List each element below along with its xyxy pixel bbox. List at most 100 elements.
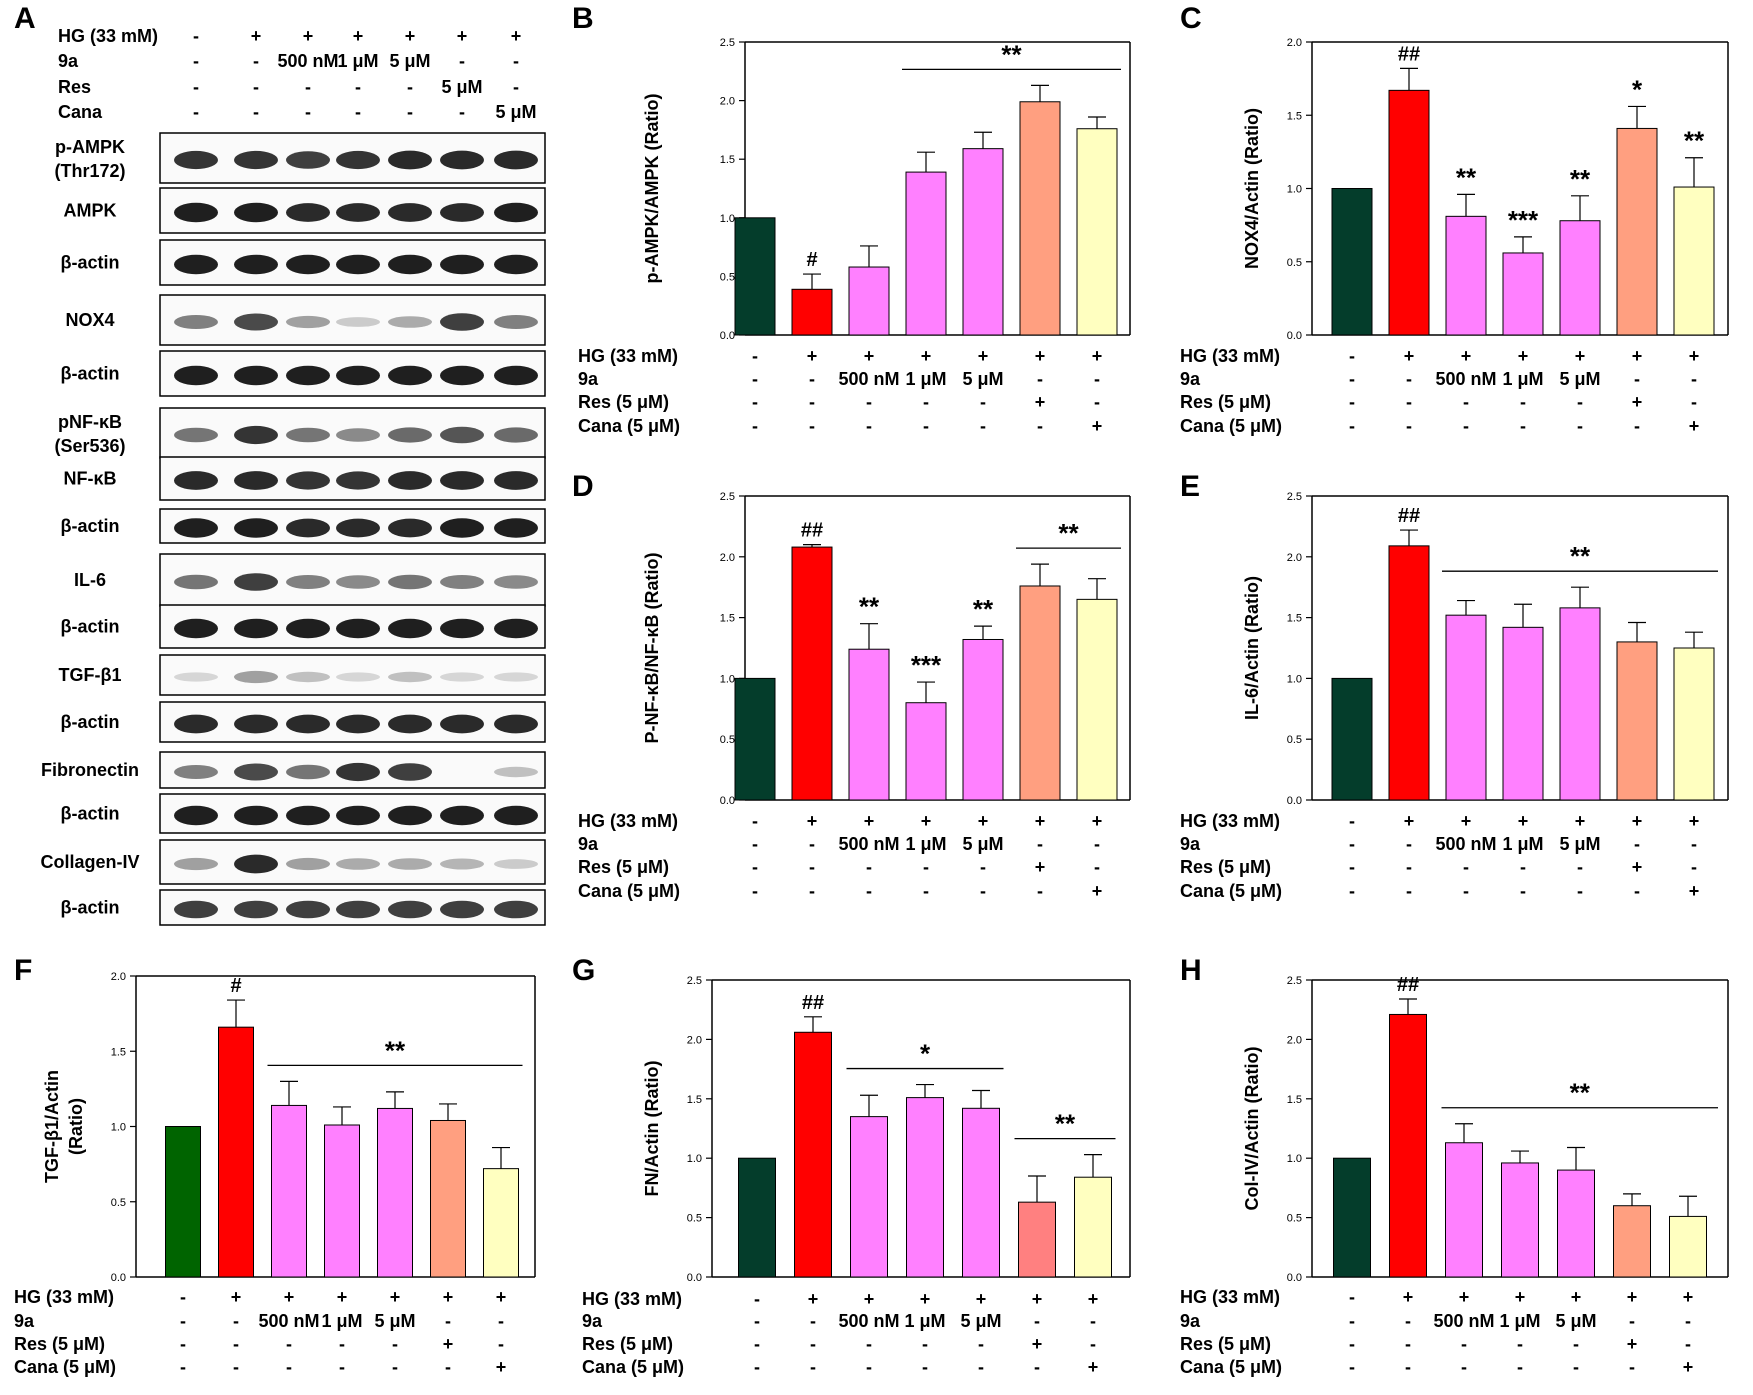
treatment-cell: -: [752, 834, 758, 854]
treatment-cell: -: [1406, 416, 1412, 436]
treatment-cell: -: [866, 857, 872, 877]
treatment-cell: +: [1461, 346, 1472, 366]
treatment-cell: 500 nM: [1435, 369, 1496, 389]
chart-panel-b: 0.0 0.5 1.0 1.5 2.0 2.5 p-AMPK/AMPK (Ratio) # **…: [578, 37, 1131, 436]
blot-band: [174, 471, 218, 490]
blot-band: [336, 518, 380, 538]
blot-band: [440, 150, 484, 170]
blot-band: [234, 425, 278, 445]
bar: [734, 217, 776, 336]
treatment-cell: -: [180, 1334, 186, 1354]
treatment-cell: +: [807, 346, 818, 366]
blot-label: β-actin: [61, 253, 120, 273]
treatment-cell: -: [1090, 1334, 1096, 1354]
treatment-cell: -: [1349, 834, 1355, 854]
blot-band: [336, 317, 380, 327]
panel-letter-f: F: [14, 954, 32, 987]
treatment-cell: -: [809, 369, 815, 389]
significance-mark: **: [859, 592, 880, 622]
blot-band: [286, 203, 330, 222]
treatment-cell: -: [233, 1357, 239, 1377]
y-tick-label: 2.5: [1287, 491, 1302, 503]
treatment-cell: -: [1349, 1287, 1355, 1307]
treatment-cell: -: [1634, 834, 1640, 854]
y-tick-label: 0.5: [687, 1213, 702, 1225]
bar: [1019, 101, 1061, 336]
treatment-cell: -: [752, 416, 758, 436]
treatment-cell: +: [496, 1357, 507, 1377]
treatment-cell: -: [1463, 392, 1469, 412]
blot-band: [336, 428, 380, 442]
treatment-cell: -: [459, 102, 465, 122]
blot-band: [286, 714, 330, 734]
blot-band: [174, 714, 218, 734]
treatment-cell: +: [511, 26, 522, 46]
treatment-cell: -: [809, 881, 815, 901]
treatment-row-label: Cana (5 μM): [582, 1357, 684, 1377]
treatment-cell: +: [921, 346, 932, 366]
blot-band: [440, 426, 484, 444]
blot-band: [440, 900, 484, 919]
treatment-cell: -: [1520, 392, 1526, 412]
bar: [791, 546, 833, 801]
bar: [848, 266, 890, 336]
bar: [850, 1116, 888, 1278]
treatment-cell: 1 μM: [904, 1311, 945, 1331]
treatment-cell: -: [445, 1311, 451, 1331]
treatment-cell: +: [303, 26, 314, 46]
significance-mark: ***: [911, 650, 942, 680]
bar: [271, 1104, 307, 1278]
treatment-cell: +: [1689, 881, 1700, 901]
blot-band: [440, 471, 484, 490]
treatment-cell: 5 μM: [1559, 369, 1600, 389]
treatment-cell: -: [180, 1357, 186, 1377]
bar: [1673, 647, 1715, 801]
blot-band: [336, 203, 380, 222]
treatment-cell: -: [1349, 1334, 1355, 1354]
treatment-cell: -: [809, 392, 815, 412]
blot-band: [388, 618, 432, 639]
blot-band: [388, 150, 432, 170]
treatment-cell: 1 μM: [321, 1311, 362, 1331]
treatment-cell: -: [1629, 1357, 1635, 1377]
treatment-cell: +: [457, 26, 468, 46]
treatment-row-label: 9a: [582, 1311, 603, 1331]
treatment-cell: -: [233, 1334, 239, 1354]
blot-band: [440, 618, 484, 639]
treatment-cell: -: [1634, 881, 1640, 901]
significance-mark: **: [1570, 164, 1591, 194]
blot-band: [286, 618, 330, 639]
treatment-cell: +: [1689, 811, 1700, 831]
treatment-cell: -: [922, 1334, 928, 1354]
treatment-cell: 500 nM: [838, 1311, 899, 1331]
blot-label: Collagen-IV: [40, 852, 139, 872]
blot-band: [336, 805, 380, 826]
blot-band: [234, 900, 278, 919]
treatment-row-label: HG (33 mM): [1180, 811, 1280, 831]
blot-band: [234, 763, 278, 781]
treatment-cell: +: [1092, 811, 1103, 831]
blot-band: [494, 365, 538, 386]
blot-band: [174, 202, 218, 223]
treatment-cell: 5 μM: [960, 1311, 1001, 1331]
treatment-cell: +: [1092, 881, 1103, 901]
bar: [791, 288, 833, 336]
treatment-cell: -: [1094, 834, 1100, 854]
treatment-cell: -: [1463, 416, 1469, 436]
treatment-cell: -: [754, 1311, 760, 1331]
treatment-cell: -: [754, 1357, 760, 1377]
blot-label: β-actin: [61, 804, 120, 824]
treatment-cell: +: [1689, 346, 1700, 366]
bar: [1331, 188, 1373, 336]
blot-band: [174, 150, 218, 170]
treatment-cell: -: [752, 811, 758, 831]
bar: [962, 148, 1004, 336]
treatment-cell: 5 μM: [1559, 834, 1600, 854]
treatment-row-label: Res (5 μM): [14, 1334, 105, 1354]
treatment-cell: 5 μM: [374, 1311, 415, 1331]
blot-band: [174, 315, 218, 329]
treatment-cell: -: [923, 881, 929, 901]
blot-band: [174, 618, 218, 639]
blot-band: [234, 618, 278, 639]
bar: [1388, 89, 1430, 336]
